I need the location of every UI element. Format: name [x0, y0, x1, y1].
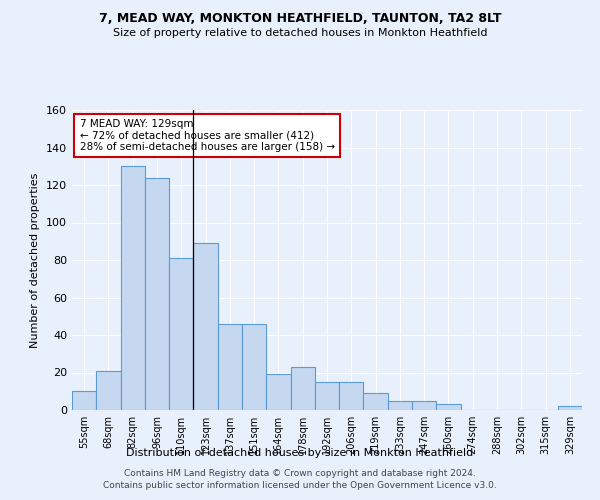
Bar — [96, 370, 121, 410]
Bar — [266, 374, 290, 410]
Bar — [315, 382, 339, 410]
Bar — [145, 178, 169, 410]
Bar — [290, 367, 315, 410]
Bar — [558, 406, 582, 410]
Bar — [169, 258, 193, 410]
Bar — [436, 404, 461, 410]
Text: 7, MEAD WAY, MONKTON HEATHFIELD, TAUNTON, TA2 8LT: 7, MEAD WAY, MONKTON HEATHFIELD, TAUNTON… — [99, 12, 501, 26]
Bar — [339, 382, 364, 410]
Bar — [121, 166, 145, 410]
Bar — [193, 243, 218, 410]
Y-axis label: Number of detached properties: Number of detached properties — [31, 172, 40, 348]
Text: Contains HM Land Registry data © Crown copyright and database right 2024.
Contai: Contains HM Land Registry data © Crown c… — [103, 468, 497, 490]
Bar — [72, 391, 96, 410]
Bar — [218, 324, 242, 410]
Text: 7 MEAD WAY: 129sqm
← 72% of detached houses are smaller (412)
28% of semi-detach: 7 MEAD WAY: 129sqm ← 72% of detached hou… — [80, 119, 335, 152]
Bar — [364, 393, 388, 410]
Bar — [388, 400, 412, 410]
Text: Size of property relative to detached houses in Monkton Heathfield: Size of property relative to detached ho… — [113, 28, 487, 38]
Bar — [412, 400, 436, 410]
Bar — [242, 324, 266, 410]
Text: Distribution of detached houses by size in Monkton Heathfield: Distribution of detached houses by size … — [127, 448, 473, 458]
